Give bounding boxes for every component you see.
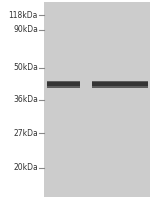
Bar: [47, 81, 80, 82]
Bar: [92, 81, 148, 88]
Bar: [92, 81, 148, 82]
Bar: [92, 86, 148, 88]
Bar: [92, 81, 148, 82]
Text: 90kDa: 90kDa: [13, 25, 38, 34]
Bar: [47, 81, 80, 82]
Text: 36kDa: 36kDa: [13, 96, 38, 104]
Bar: [47, 86, 80, 88]
Text: 20kDa: 20kDa: [13, 164, 38, 173]
Bar: [92, 86, 148, 88]
Bar: [47, 86, 80, 88]
Text: 27kDa: 27kDa: [13, 129, 38, 138]
Bar: [47, 81, 80, 82]
Bar: [92, 86, 148, 88]
Bar: [44, 2, 150, 197]
Bar: [47, 81, 80, 88]
Text: 50kDa: 50kDa: [13, 63, 38, 72]
Bar: [92, 81, 148, 82]
Text: 118kDa: 118kDa: [9, 11, 38, 20]
Bar: [47, 86, 80, 88]
